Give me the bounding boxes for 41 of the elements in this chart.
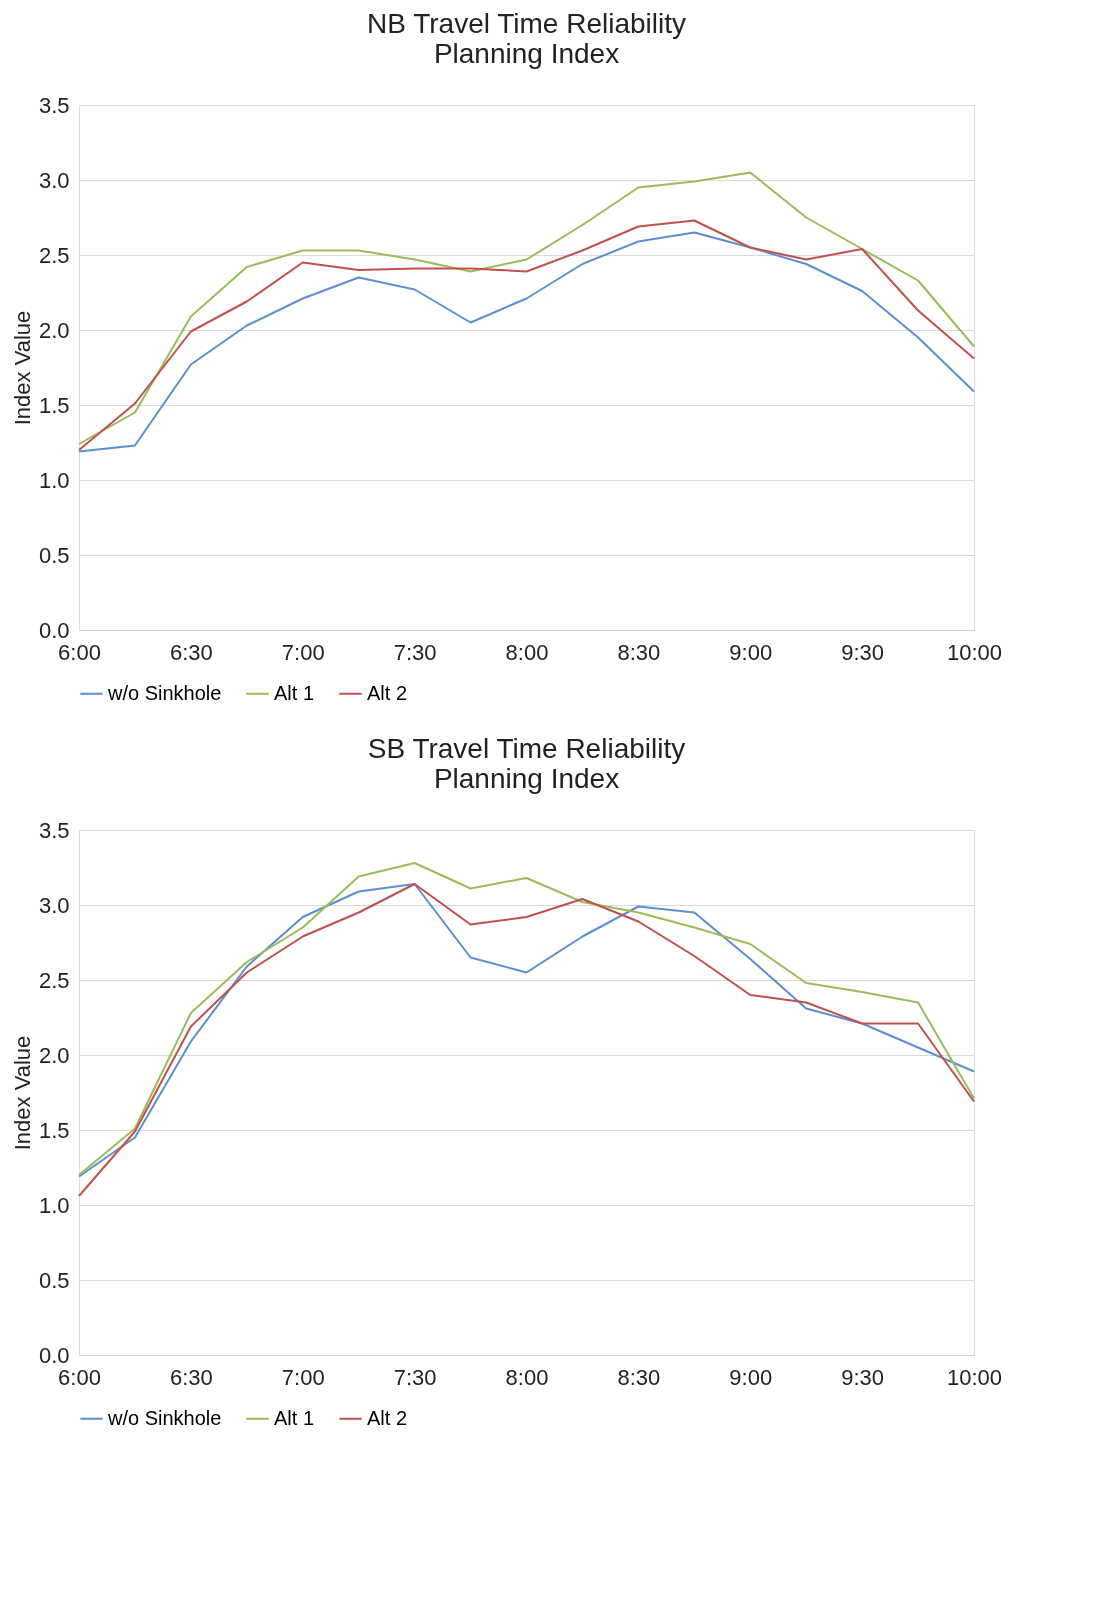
legend-label: Alt 1 [274, 681, 315, 704]
y-tick-label: 0.5 [38, 542, 70, 568]
y-tick-label: 3.5 [38, 92, 70, 118]
y-tick-label: 1.0 [38, 467, 70, 493]
y-tick-label: 2.0 [38, 317, 70, 343]
x-tick-label: 8:30 [617, 639, 661, 665]
y-tick-label: 1.5 [38, 1117, 70, 1143]
chart-title: NB Travel Time Reliability Planning Index [367, 8, 686, 69]
x-tick-label: 8:00 [505, 639, 549, 665]
line-series [78, 171, 975, 445]
y-tick-label: 1.0 [38, 1192, 70, 1218]
x-tick-label: 7:00 [281, 1364, 325, 1390]
x-tick-label: 7:30 [393, 1364, 437, 1390]
legend-label: Alt 1 [274, 1406, 315, 1429]
x-tick-label: 9:00 [729, 639, 773, 665]
y-tick-label: 2.5 [38, 242, 70, 268]
chart-title: SB Travel Time Reliability Planning Index [367, 733, 686, 794]
y-tick-label: 3.0 [38, 892, 70, 918]
y-tick-label: 3.0 [38, 167, 70, 193]
legend-label: w/o Sinkhole [107, 1406, 222, 1429]
x-tick-label: 8:00 [505, 1364, 549, 1390]
x-tick-label: 7:30 [393, 639, 437, 665]
y-tick-label: 1.5 [38, 392, 70, 418]
x-tick-label: 10:00 [946, 639, 1003, 665]
y-tick-label: 2.5 [38, 967, 70, 993]
legend-label: Alt 2 [367, 681, 408, 704]
x-tick-label: 6:30 [169, 1364, 213, 1390]
x-tick-label: 8:30 [617, 1364, 661, 1390]
y-axis-title: Index Value [9, 1035, 35, 1151]
x-tick-label: 6:30 [169, 639, 213, 665]
y-tick-label: 0.5 [38, 1267, 70, 1293]
legend-label: Alt 2 [367, 1406, 408, 1429]
y-axis-title: Index Value [9, 310, 35, 426]
y-tick-label: 3.5 [38, 817, 70, 843]
x-tick-label: 9:30 [841, 1364, 885, 1390]
x-tick-label: 7:00 [281, 639, 325, 665]
legend-label: w/o Sinkhole [107, 681, 222, 704]
x-tick-label: 10:00 [946, 1364, 1003, 1390]
x-tick-label: 9:00 [729, 1364, 773, 1390]
x-tick-label: 9:30 [841, 639, 885, 665]
y-tick-label: 2.0 [38, 1042, 70, 1068]
